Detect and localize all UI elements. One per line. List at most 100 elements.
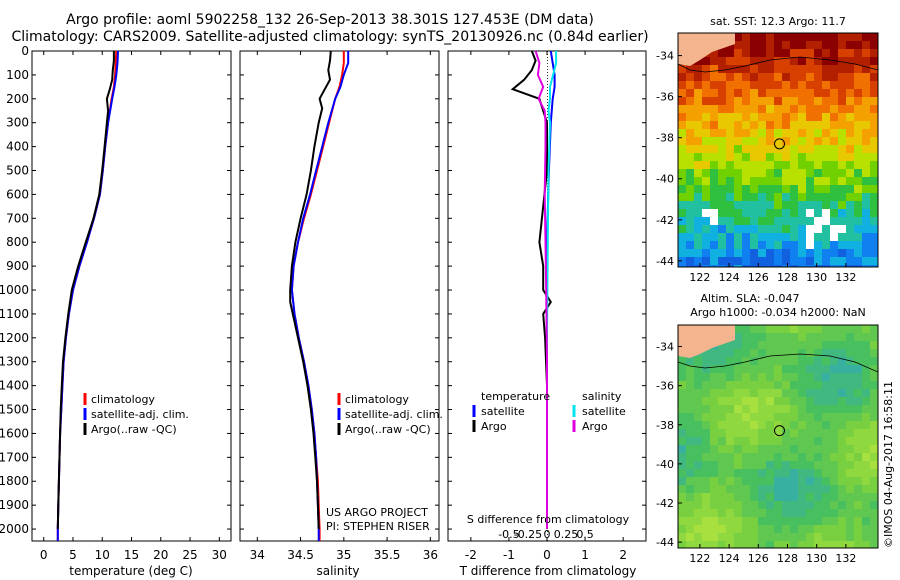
map-cell: [750, 445, 759, 454]
map-cell: [862, 185, 871, 194]
map-cell: [710, 429, 719, 438]
map-cell: [678, 469, 687, 478]
map-cell: [742, 333, 751, 342]
map-cell: [854, 453, 863, 462]
map-cell: [838, 233, 847, 242]
map-cell: [766, 241, 775, 250]
map-cell: [862, 177, 871, 186]
s-diff-tick-label: 0.5: [576, 528, 594, 541]
map-cell: [734, 437, 743, 446]
map-cell: [678, 453, 687, 462]
map-cell: [758, 453, 767, 462]
map-cell: [750, 41, 759, 50]
map-cell: [830, 429, 839, 438]
map-cell: [750, 429, 759, 438]
map-cell: [838, 357, 847, 366]
xtick-label: 0: [40, 548, 48, 562]
map-cell: [750, 97, 759, 106]
map-cell: [686, 357, 695, 366]
map-cell: [758, 493, 767, 502]
map-cell: [718, 121, 727, 130]
map-cell: [862, 485, 871, 494]
map-cell: [726, 381, 735, 390]
map-cell: [718, 501, 727, 510]
map-cell: [702, 65, 711, 74]
map-cell: [822, 405, 831, 414]
map-cell: [782, 445, 791, 454]
map-cell: [766, 193, 775, 202]
map-cell: [758, 217, 767, 226]
map-cell: [774, 477, 783, 486]
map-cell: [678, 137, 687, 146]
map-cell: [718, 389, 727, 398]
map-cell: [702, 477, 711, 486]
map-cell: [750, 137, 759, 146]
map-cell: [678, 169, 687, 178]
map-cell: [806, 405, 815, 414]
map-cell: [774, 121, 783, 130]
map-cell: [742, 357, 751, 366]
map-cell: [782, 65, 791, 74]
map-cell: [774, 373, 783, 382]
map-cell: [814, 517, 823, 526]
map-cell: [694, 541, 703, 548]
map-cell: [774, 137, 783, 146]
map-cell: [742, 517, 751, 526]
map-cell: [758, 341, 767, 350]
map-cell: [862, 325, 871, 334]
map-cell: [686, 485, 695, 494]
map-cell: [838, 169, 847, 178]
map-cell: [766, 73, 775, 82]
map-cell: [830, 241, 839, 250]
map-cell: [822, 413, 831, 422]
map-cell: [766, 413, 775, 422]
map-cell: [830, 373, 839, 382]
map-cell: [846, 33, 855, 42]
map-cell: [766, 129, 775, 138]
map-cell: [822, 477, 831, 486]
map-cell: [830, 65, 839, 74]
map-cell: [766, 185, 775, 194]
map-cell: [718, 73, 727, 82]
map-cell: [838, 265, 847, 267]
map-cell: [806, 241, 815, 250]
map-cell: [806, 389, 815, 398]
map-cell: [750, 241, 759, 250]
map-cell: [846, 73, 855, 82]
difference-legend-sal-argo-label: Argo: [582, 420, 608, 433]
map-cell: [822, 137, 831, 146]
map-cell: [846, 333, 855, 342]
map-cell: [742, 461, 751, 470]
xtick-label: 1: [581, 548, 589, 562]
map-cell: [710, 185, 719, 194]
map-cell: [790, 241, 799, 250]
map-cell: [790, 121, 799, 130]
map-cell: [742, 233, 751, 242]
map-cell: [806, 49, 815, 58]
map-cell: [806, 469, 815, 478]
map-cell: [734, 265, 743, 267]
map-cell: [694, 485, 703, 494]
map-cell: [710, 249, 719, 258]
map-cell: [742, 421, 751, 430]
map-cell: [830, 333, 839, 342]
map-cell: [862, 437, 871, 446]
map-cell: [838, 525, 847, 534]
map-cell: [870, 397, 878, 406]
map-cell: [742, 201, 751, 210]
map-cell: [710, 349, 719, 358]
map-cell: [830, 225, 839, 234]
map-cell: [774, 89, 783, 98]
map-cell: [830, 421, 839, 430]
map-cell: [782, 349, 791, 358]
map-cell: [702, 257, 711, 266]
map-cell: [862, 333, 871, 342]
map-cell: [734, 113, 743, 122]
map-cell: [726, 405, 735, 414]
map-cell: [758, 161, 767, 170]
map-cell: [694, 217, 703, 226]
map-cell: [734, 461, 743, 470]
map-cell: [790, 429, 799, 438]
map-cell: [870, 137, 878, 146]
map-cell: [814, 493, 823, 502]
